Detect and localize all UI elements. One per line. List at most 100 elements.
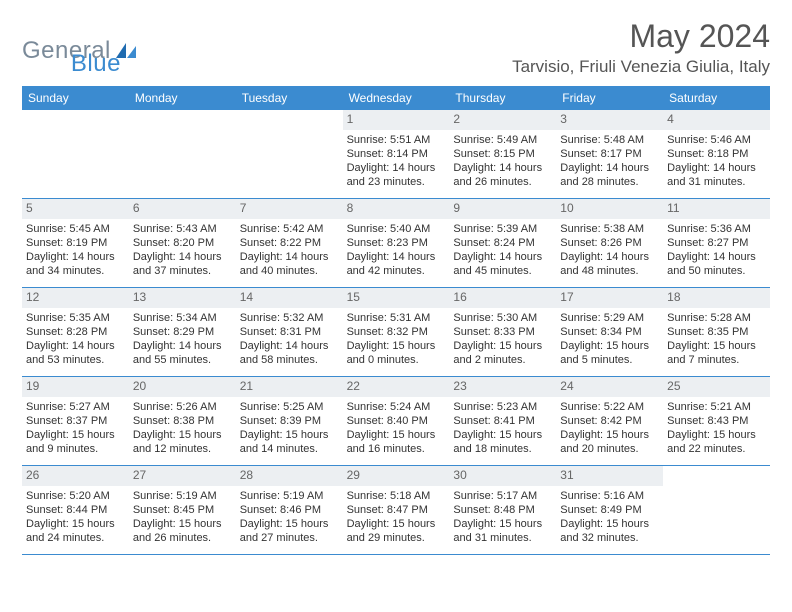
sunset-line: Sunset: 8:43 PM	[667, 414, 766, 428]
sunrise-line: Sunrise: 5:51 AM	[347, 133, 446, 147]
sunrise-line: Sunrise: 5:34 AM	[133, 311, 232, 325]
day-cell: 4Sunrise: 5:46 AMSunset: 8:18 PMDaylight…	[663, 110, 770, 198]
calendar-page: General Blue May 2024 Tarvisio, Friuli V…	[0, 0, 792, 567]
week-row: 19Sunrise: 5:27 AMSunset: 8:37 PMDayligh…	[22, 377, 770, 466]
daylight-line: Daylight: 14 hours and 48 minutes.	[560, 250, 659, 279]
daylight-line: Daylight: 15 hours and 32 minutes.	[560, 517, 659, 546]
week-row: 5Sunrise: 5:45 AMSunset: 8:19 PMDaylight…	[22, 199, 770, 288]
sunset-line: Sunset: 8:39 PM	[240, 414, 339, 428]
location: Tarvisio, Friuli Venezia Giulia, Italy	[512, 57, 770, 77]
day-cell: 1Sunrise: 5:51 AMSunset: 8:14 PMDaylight…	[343, 110, 450, 198]
day-cell: 21Sunrise: 5:25 AMSunset: 8:39 PMDayligh…	[236, 377, 343, 465]
day-number: 7	[236, 199, 343, 219]
day-number: 6	[129, 199, 236, 219]
daylight-line: Daylight: 14 hours and 55 minutes.	[133, 339, 232, 368]
sunset-line: Sunset: 8:45 PM	[133, 503, 232, 517]
daylight-line: Daylight: 14 hours and 28 minutes.	[560, 161, 659, 190]
day-number: 24	[556, 377, 663, 397]
day-number: 15	[343, 288, 450, 308]
sunset-line: Sunset: 8:34 PM	[560, 325, 659, 339]
sunset-line: Sunset: 8:42 PM	[560, 414, 659, 428]
day-cell: 7Sunrise: 5:42 AMSunset: 8:22 PMDaylight…	[236, 199, 343, 287]
daylight-line: Daylight: 15 hours and 29 minutes.	[347, 517, 446, 546]
week-row: 1Sunrise: 5:51 AMSunset: 8:14 PMDaylight…	[22, 110, 770, 199]
sunset-line: Sunset: 8:15 PM	[453, 147, 552, 161]
daylight-line: Daylight: 15 hours and 12 minutes.	[133, 428, 232, 457]
sunset-line: Sunset: 8:46 PM	[240, 503, 339, 517]
day-number: 9	[449, 199, 556, 219]
weekday-header: Friday	[556, 86, 663, 110]
day-cell: 29Sunrise: 5:18 AMSunset: 8:47 PMDayligh…	[343, 466, 450, 554]
week-row: 12Sunrise: 5:35 AMSunset: 8:28 PMDayligh…	[22, 288, 770, 377]
sunset-line: Sunset: 8:37 PM	[26, 414, 125, 428]
sunset-line: Sunset: 8:22 PM	[240, 236, 339, 250]
sunset-line: Sunset: 8:26 PM	[560, 236, 659, 250]
day-cell: 14Sunrise: 5:32 AMSunset: 8:31 PMDayligh…	[236, 288, 343, 376]
month-title: May 2024	[512, 18, 770, 55]
sunset-line: Sunset: 8:35 PM	[667, 325, 766, 339]
day-number: 11	[663, 199, 770, 219]
daylight-line: Daylight: 15 hours and 27 minutes.	[240, 517, 339, 546]
daylight-line: Daylight: 15 hours and 24 minutes.	[26, 517, 125, 546]
sunset-line: Sunset: 8:17 PM	[560, 147, 659, 161]
daylight-line: Daylight: 15 hours and 14 minutes.	[240, 428, 339, 457]
sunrise-line: Sunrise: 5:49 AM	[453, 133, 552, 147]
day-number: 26	[22, 466, 129, 486]
day-number: 14	[236, 288, 343, 308]
sunrise-line: Sunrise: 5:19 AM	[240, 489, 339, 503]
daylight-line: Daylight: 15 hours and 0 minutes.	[347, 339, 446, 368]
daylight-line: Daylight: 14 hours and 53 minutes.	[26, 339, 125, 368]
day-number	[663, 466, 770, 486]
day-cell: 6Sunrise: 5:43 AMSunset: 8:20 PMDaylight…	[129, 199, 236, 287]
sunrise-line: Sunrise: 5:16 AM	[560, 489, 659, 503]
day-cell: 3Sunrise: 5:48 AMSunset: 8:17 PMDaylight…	[556, 110, 663, 198]
day-number: 28	[236, 466, 343, 486]
day-cell: 20Sunrise: 5:26 AMSunset: 8:38 PMDayligh…	[129, 377, 236, 465]
header: General Blue May 2024 Tarvisio, Friuli V…	[22, 18, 770, 78]
title-block: May 2024 Tarvisio, Friuli Venezia Giulia…	[512, 18, 770, 77]
weeks-container: 1Sunrise: 5:51 AMSunset: 8:14 PMDaylight…	[22, 110, 770, 555]
daylight-line: Daylight: 14 hours and 42 minutes.	[347, 250, 446, 279]
day-number: 17	[556, 288, 663, 308]
sunset-line: Sunset: 8:28 PM	[26, 325, 125, 339]
day-number: 16	[449, 288, 556, 308]
sunset-line: Sunset: 8:31 PM	[240, 325, 339, 339]
sunrise-line: Sunrise: 5:24 AM	[347, 400, 446, 414]
day-cell: 16Sunrise: 5:30 AMSunset: 8:33 PMDayligh…	[449, 288, 556, 376]
sunset-line: Sunset: 8:44 PM	[26, 503, 125, 517]
day-cell: 18Sunrise: 5:28 AMSunset: 8:35 PMDayligh…	[663, 288, 770, 376]
day-cell: 10Sunrise: 5:38 AMSunset: 8:26 PMDayligh…	[556, 199, 663, 287]
day-number: 30	[449, 466, 556, 486]
sunrise-line: Sunrise: 5:35 AM	[26, 311, 125, 325]
day-number: 18	[663, 288, 770, 308]
day-number: 8	[343, 199, 450, 219]
day-number: 19	[22, 377, 129, 397]
daylight-line: Daylight: 14 hours and 40 minutes.	[240, 250, 339, 279]
daylight-line: Daylight: 15 hours and 20 minutes.	[560, 428, 659, 457]
sunrise-line: Sunrise: 5:29 AM	[560, 311, 659, 325]
day-number: 13	[129, 288, 236, 308]
daylight-line: Daylight: 14 hours and 31 minutes.	[667, 161, 766, 190]
daylight-line: Daylight: 15 hours and 22 minutes.	[667, 428, 766, 457]
sunrise-line: Sunrise: 5:26 AM	[133, 400, 232, 414]
weekday-header: Tuesday	[236, 86, 343, 110]
weekday-header: Thursday	[449, 86, 556, 110]
daylight-line: Daylight: 15 hours and 5 minutes.	[560, 339, 659, 368]
week-row: 26Sunrise: 5:20 AMSunset: 8:44 PMDayligh…	[22, 466, 770, 555]
sunrise-line: Sunrise: 5:21 AM	[667, 400, 766, 414]
sunset-line: Sunset: 8:29 PM	[133, 325, 232, 339]
sunset-line: Sunset: 8:27 PM	[667, 236, 766, 250]
day-number	[22, 110, 129, 130]
daylight-line: Daylight: 15 hours and 2 minutes.	[453, 339, 552, 368]
sunset-line: Sunset: 8:20 PM	[133, 236, 232, 250]
sunset-line: Sunset: 8:49 PM	[560, 503, 659, 517]
day-number: 3	[556, 110, 663, 130]
daylight-line: Daylight: 14 hours and 50 minutes.	[667, 250, 766, 279]
sunrise-line: Sunrise: 5:39 AM	[453, 222, 552, 236]
sunrise-line: Sunrise: 5:22 AM	[560, 400, 659, 414]
weekday-header-row: Sunday Monday Tuesday Wednesday Thursday…	[22, 86, 770, 110]
day-cell: 5Sunrise: 5:45 AMSunset: 8:19 PMDaylight…	[22, 199, 129, 287]
day-cell: 22Sunrise: 5:24 AMSunset: 8:40 PMDayligh…	[343, 377, 450, 465]
day-cell	[129, 110, 236, 198]
sunrise-line: Sunrise: 5:43 AM	[133, 222, 232, 236]
